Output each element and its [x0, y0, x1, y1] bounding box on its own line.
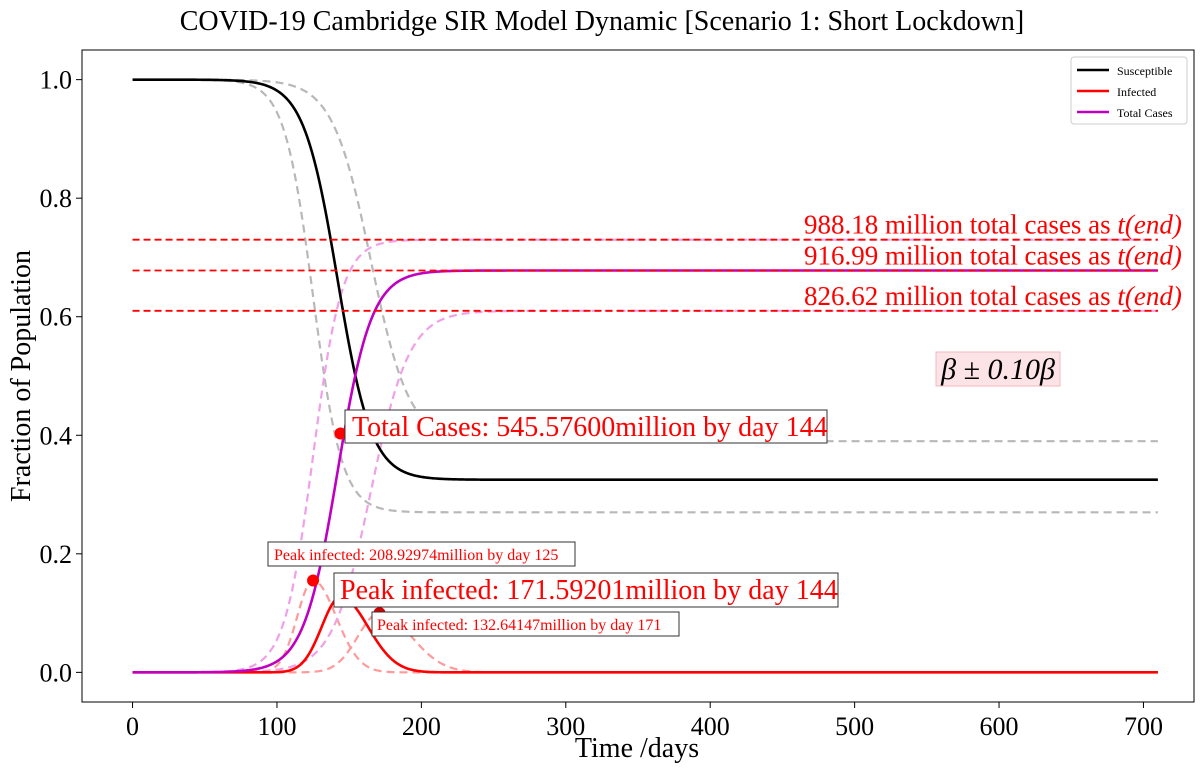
total-cases-annotation: Total Cases: 545.57600million by day 144 [344, 409, 828, 444]
peak-infected-high-annotation: Peak infected: 208.92974million by day 1… [267, 541, 576, 567]
y-tick-label: 0.4 [40, 421, 73, 450]
x-tick-label: 400 [691, 712, 730, 741]
y-axis-ticks: 0.0 0.2 0.4 0.6 0.8 1.0 [40, 66, 82, 687]
y-tick-label: 0.0 [40, 658, 73, 687]
marker-point-0 [334, 427, 347, 440]
peak-infected-main-annotation: Peak infected: 171.59201million by day 1… [333, 572, 839, 608]
y-tick-label: 0.6 [40, 303, 73, 332]
x-tick-label: 300 [546, 712, 585, 741]
legend-label-total-cases: Total Cases [1117, 106, 1173, 120]
beta-annotation-text: β ± 0.10β [940, 353, 1055, 386]
beta-annotation-box [935, 351, 1061, 387]
peak-main-annotation-text: Peak infected: 171.59201million by day 1… [340, 575, 838, 606]
total-cases-hline-label-1: 916.99 million total cases as t(end) [804, 240, 1182, 270]
x-axis-title: Time /days [575, 733, 699, 764]
x-tick-label: 700 [1124, 712, 1163, 741]
series-line-infected [132, 595, 1158, 674]
legend-box [1070, 56, 1188, 125]
peak-infected-low-annotation: Peak infected: 132.64147million by day 1… [371, 611, 680, 637]
total-cases-hline-label-2: 826.62 million total cases as t(end) [804, 281, 1182, 311]
y-tick-label: 0.8 [40, 184, 73, 213]
peak-high-annotation-text: Peak infected: 208.92974million by day 1… [274, 547, 558, 564]
beta-annotation: β ± 0.10β [935, 351, 1061, 387]
legend: Susceptible Infected Total Cases [1070, 56, 1188, 125]
marker-point-1 [307, 574, 320, 587]
legend-label-susceptible: Susceptible [1117, 64, 1172, 78]
x-axis-ticks: 0 100 200 300 400 500 600 700 [126, 702, 1163, 741]
x-tick-label: 500 [835, 712, 874, 741]
y-tick-label: 1.0 [40, 66, 73, 95]
y-tick-label: 0.2 [40, 540, 73, 569]
y-axis-title: Fraction of Population [6, 250, 37, 502]
x-tick-label: 200 [402, 712, 441, 741]
peak-high-annotation-box [267, 541, 576, 567]
series-line-susceptible [132, 78, 1158, 482]
peak-low-annotation-text: Peak infected: 132.64147million by day 1… [377, 617, 661, 634]
total-cases-annotation-box [344, 409, 828, 444]
x-tick-label: 100 [257, 712, 296, 741]
peak-main-annotation-box [333, 572, 839, 608]
x-tick-label: 600 [980, 712, 1019, 741]
reference-lines: 988.18 million total cases as t(end)916.… [132, 210, 1182, 312]
series-line-scenario-7 [132, 238, 1158, 674]
chart-title: COVID-19 Cambridge SIR Model Dynamic [Sc… [180, 6, 1025, 37]
peak-low-annotation-box [371, 611, 680, 637]
series-line-scenario-3 [132, 78, 1158, 514]
x-tick-label: 0 [126, 712, 139, 741]
legend-label-infected: Infected [1117, 85, 1156, 99]
total-cases-hline-label-0: 988.18 million total cases as t(end) [804, 210, 1182, 240]
total-cases-annotation-text: Total Cases: 545.57600million by day 144 [352, 412, 828, 443]
